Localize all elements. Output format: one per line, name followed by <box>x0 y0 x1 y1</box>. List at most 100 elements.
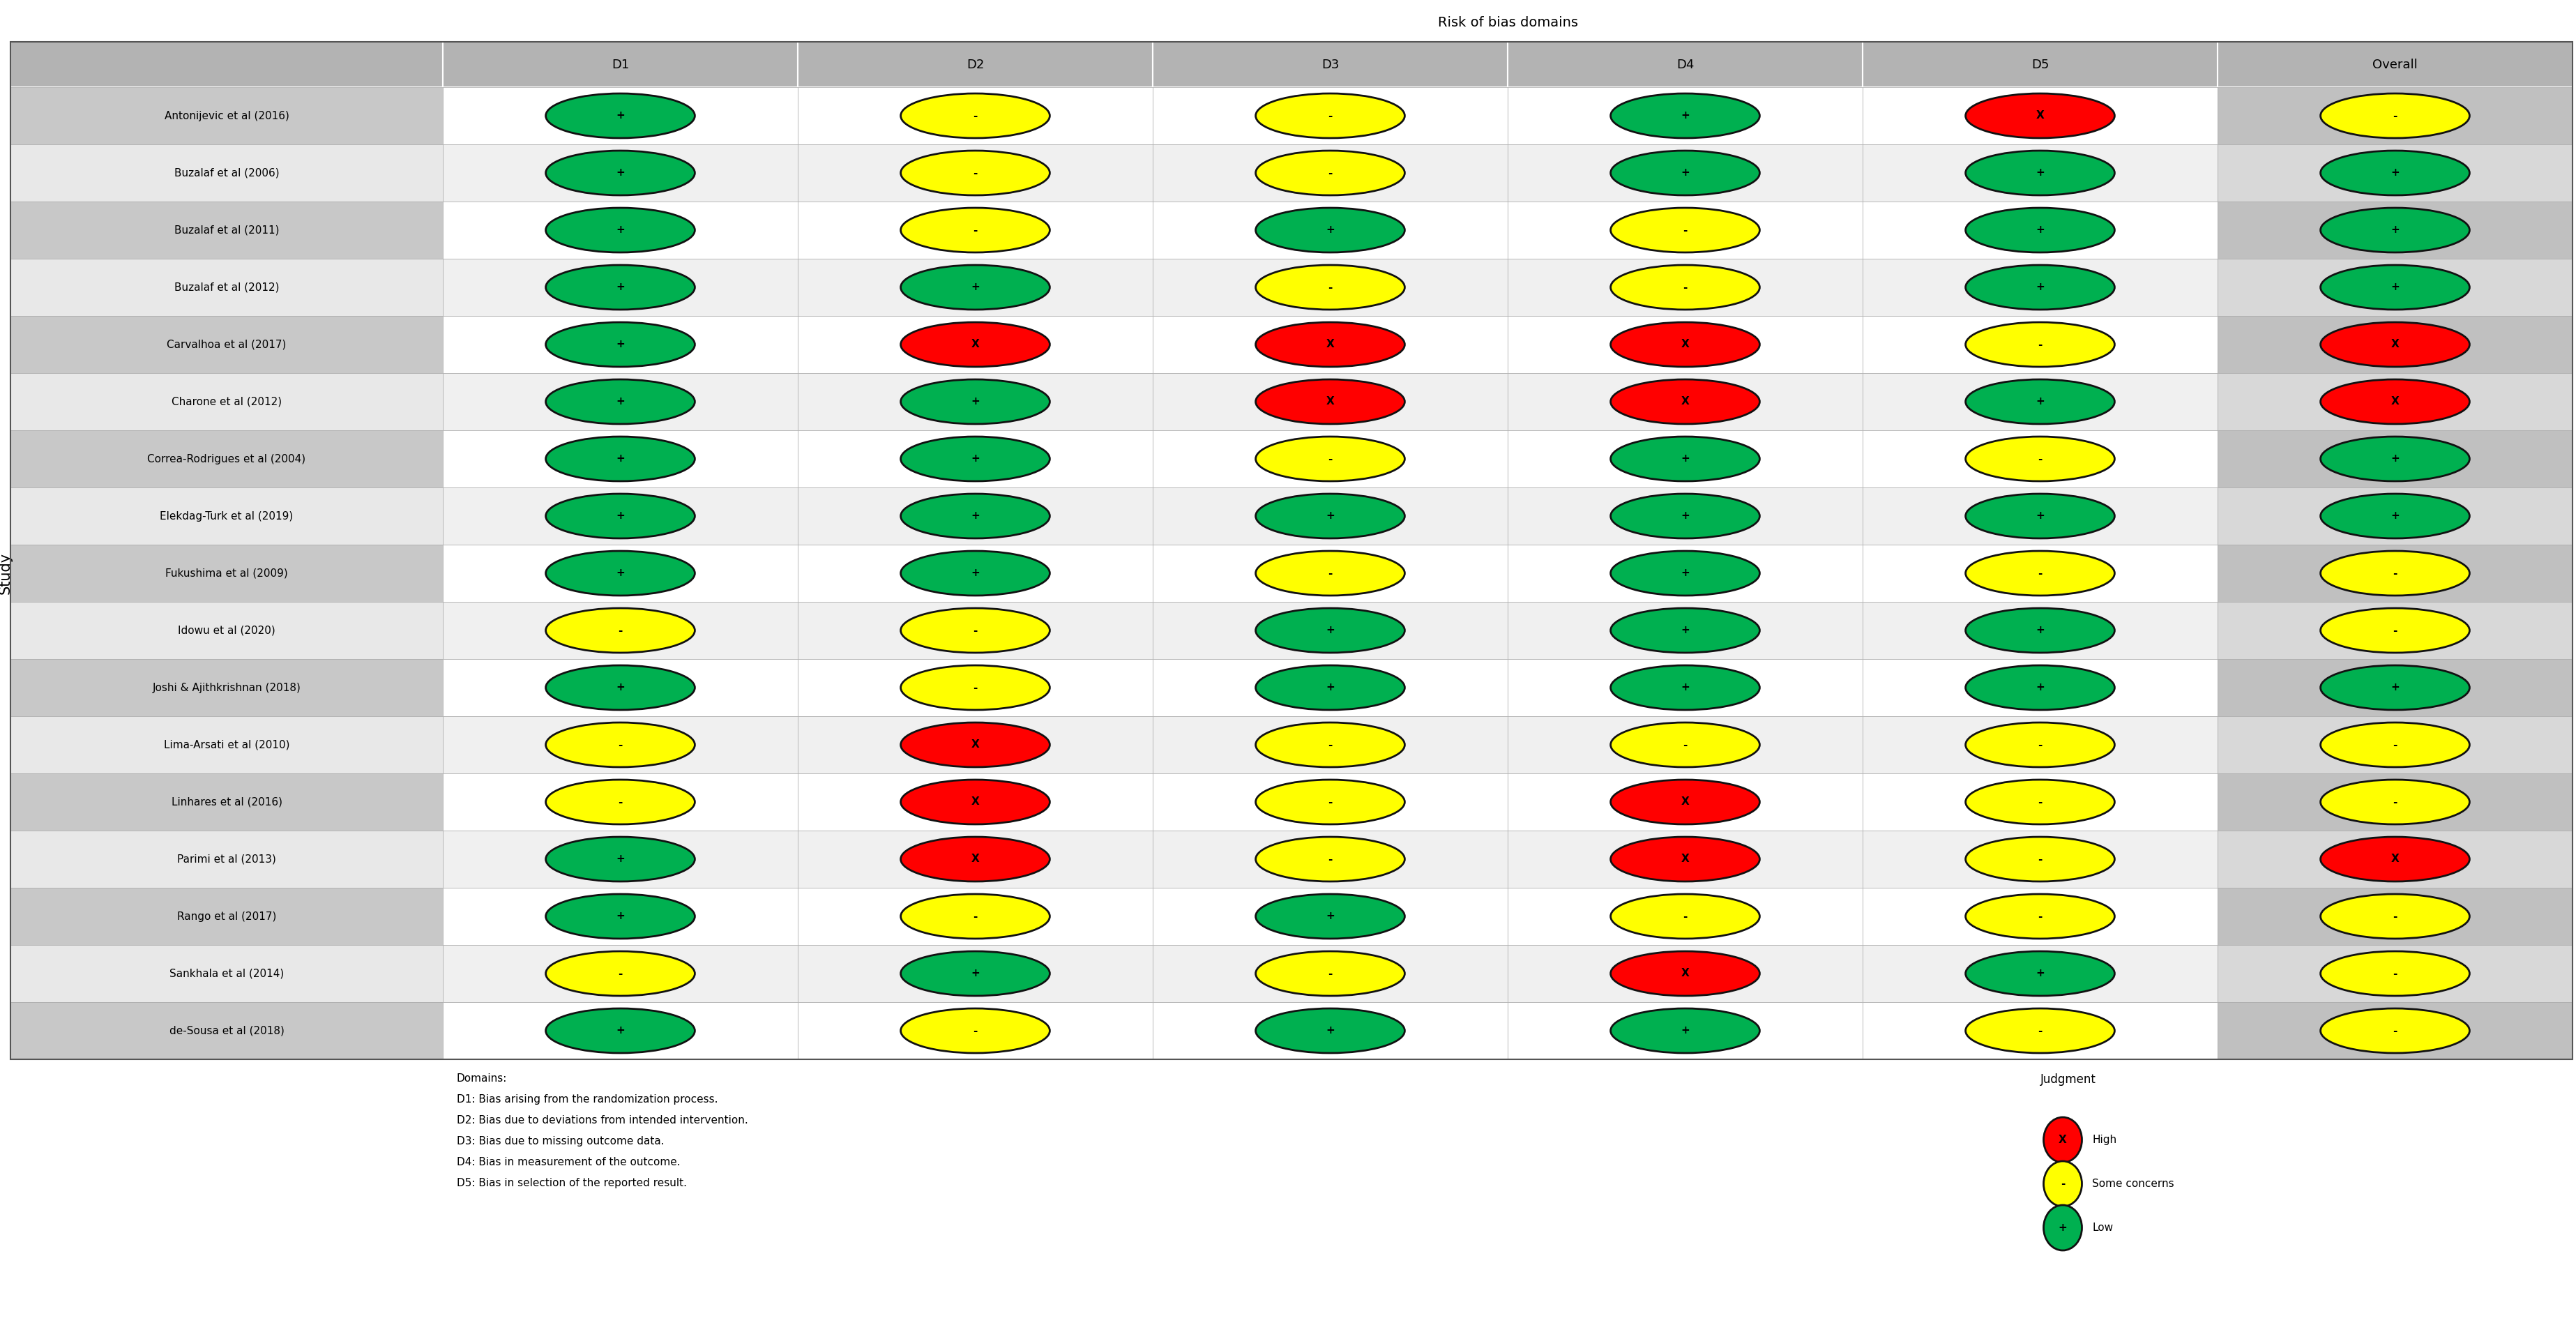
Ellipse shape <box>2321 609 2470 653</box>
Text: D2: Bias due to deviations from intended intervention.: D2: Bias due to deviations from intended… <box>456 1115 747 1126</box>
Bar <box>1507 430 1862 488</box>
Ellipse shape <box>546 437 696 481</box>
Text: +: + <box>616 454 626 464</box>
Bar <box>2218 717 2573 774</box>
Ellipse shape <box>2321 722 2470 767</box>
Bar <box>443 887 799 944</box>
Bar <box>443 488 799 545</box>
Bar <box>443 717 799 774</box>
Bar <box>10 87 443 144</box>
Text: +: + <box>1680 567 1690 578</box>
Ellipse shape <box>902 437 1051 481</box>
Ellipse shape <box>1610 93 1759 139</box>
Ellipse shape <box>2321 265 2470 309</box>
Text: -: - <box>2038 797 2043 807</box>
Text: -: - <box>974 682 976 693</box>
Text: X: X <box>2391 854 2398 864</box>
Bar <box>2218 887 2573 944</box>
Ellipse shape <box>902 722 1051 767</box>
Text: -: - <box>2038 911 2043 922</box>
Text: D4: Bias in measurement of the outcome.: D4: Bias in measurement of the outcome. <box>456 1158 680 1167</box>
Bar <box>799 258 1151 316</box>
Text: +: + <box>2391 225 2398 236</box>
Text: +: + <box>2391 168 2398 178</box>
Text: -: - <box>2393 111 2398 121</box>
Text: +: + <box>616 911 626 922</box>
Ellipse shape <box>546 151 696 196</box>
Ellipse shape <box>1610 208 1759 253</box>
Bar <box>10 774 443 831</box>
Ellipse shape <box>546 322 696 366</box>
Text: +: + <box>616 225 626 236</box>
Ellipse shape <box>1610 151 1759 196</box>
Bar <box>1507 1002 1862 1059</box>
Bar <box>1151 87 1507 144</box>
Text: +: + <box>2035 968 2045 979</box>
Bar <box>1151 545 1507 602</box>
Text: +: + <box>1327 625 1334 635</box>
Text: -: - <box>1682 739 1687 750</box>
Bar <box>10 373 443 430</box>
Ellipse shape <box>2321 151 2470 196</box>
Text: +: + <box>2035 682 2045 693</box>
Text: -: - <box>1329 168 1332 178</box>
Bar <box>443 659 799 717</box>
Bar <box>1151 316 1507 373</box>
Text: -: - <box>2038 340 2043 350</box>
Ellipse shape <box>2043 1205 2081 1251</box>
Text: +: + <box>616 397 626 406</box>
Text: +: + <box>2035 625 2045 635</box>
Text: +: + <box>2391 682 2398 693</box>
Text: High: High <box>2092 1135 2117 1146</box>
Text: Rango et al (2017): Rango et al (2017) <box>178 911 276 922</box>
Bar <box>2218 488 2573 545</box>
Bar <box>1151 887 1507 944</box>
Text: +: + <box>616 567 626 578</box>
Bar <box>10 602 443 659</box>
Text: Correa-Rodrigues et al (2004): Correa-Rodrigues et al (2004) <box>147 454 307 464</box>
Text: +: + <box>971 454 979 464</box>
Text: -: - <box>1329 454 1332 464</box>
Text: Buzalaf et al (2011): Buzalaf et al (2011) <box>175 225 278 236</box>
Text: -: - <box>1682 225 1687 236</box>
Ellipse shape <box>902 665 1051 710</box>
Text: +: + <box>2391 282 2398 293</box>
Ellipse shape <box>2321 380 2470 424</box>
Bar <box>10 258 443 316</box>
Text: -: - <box>2393 1026 2398 1036</box>
Text: +: + <box>971 567 979 578</box>
Bar <box>799 659 1151 717</box>
Bar <box>2218 831 2573 887</box>
Text: Joshi & Ajithkrishnan (2018): Joshi & Ajithkrishnan (2018) <box>152 682 301 693</box>
Ellipse shape <box>1255 93 1404 139</box>
Text: -: - <box>618 739 623 750</box>
Text: -: - <box>2038 454 2043 464</box>
Ellipse shape <box>1255 551 1404 595</box>
Text: X: X <box>1682 340 1690 350</box>
Bar <box>799 316 1151 373</box>
Text: X: X <box>1682 968 1690 979</box>
Bar <box>10 488 443 545</box>
Ellipse shape <box>902 779 1051 825</box>
Text: +: + <box>1680 1026 1690 1036</box>
Text: -: - <box>974 1026 976 1036</box>
Text: X: X <box>2391 340 2398 350</box>
Ellipse shape <box>546 494 696 538</box>
Bar <box>799 201 1151 258</box>
Text: +: + <box>616 511 626 521</box>
Bar <box>1151 41 1507 87</box>
Text: Sankhala et al (2014): Sankhala et al (2014) <box>170 968 283 979</box>
Bar <box>1151 373 1507 430</box>
Bar <box>1507 258 1862 316</box>
Bar <box>799 717 1151 774</box>
Text: -: - <box>1682 282 1687 293</box>
Text: -: - <box>974 911 976 922</box>
Ellipse shape <box>1610 609 1759 653</box>
Text: Linhares et al (2016): Linhares et al (2016) <box>170 797 283 807</box>
Bar <box>10 316 443 373</box>
Ellipse shape <box>1610 437 1759 481</box>
Bar <box>1862 1002 2218 1059</box>
Bar <box>1862 87 2218 144</box>
Bar <box>1507 659 1862 717</box>
Ellipse shape <box>902 494 1051 538</box>
